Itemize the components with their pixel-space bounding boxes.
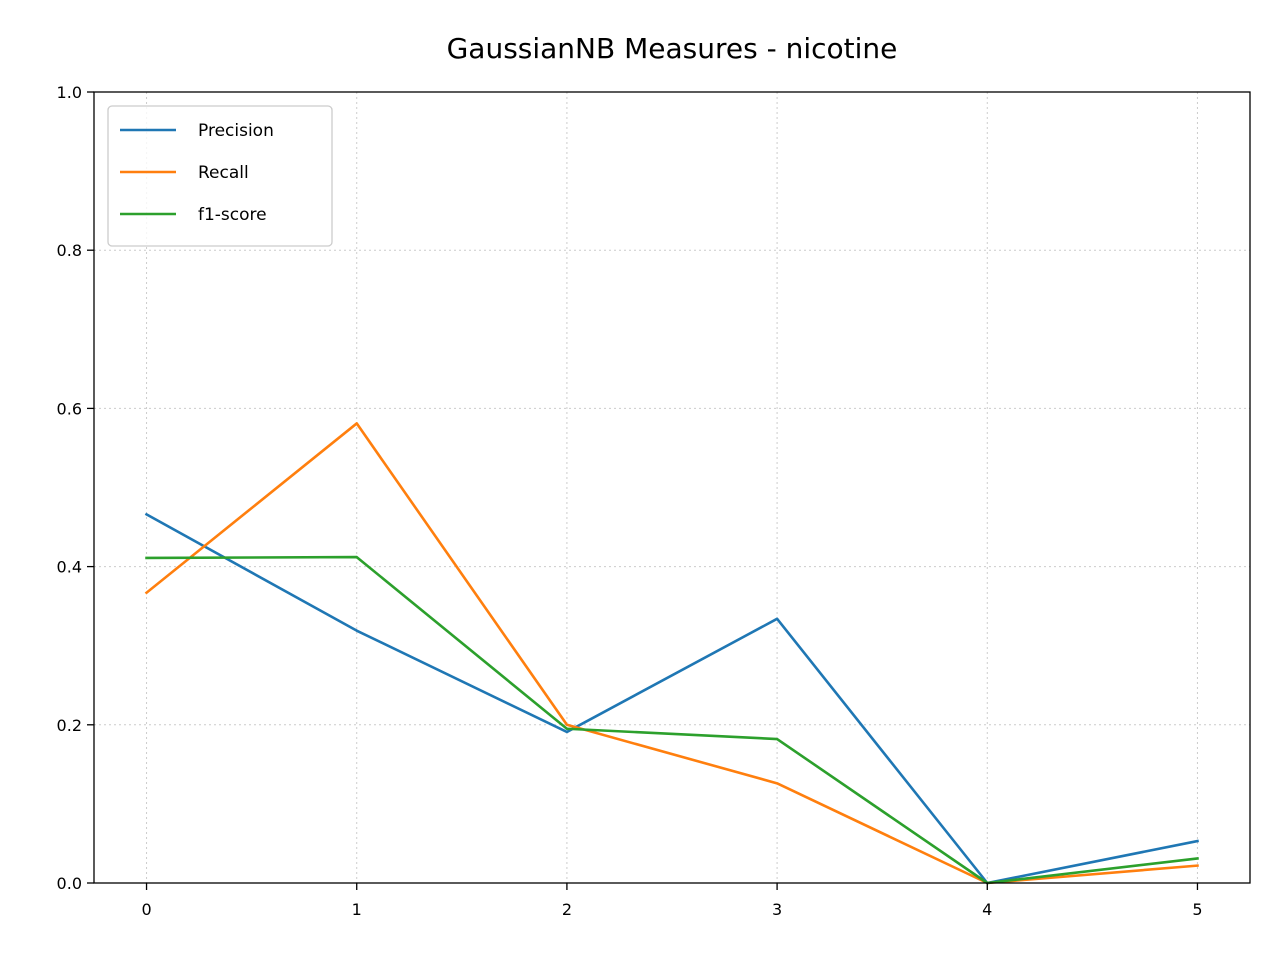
series-line-precision [144, 512, 1199, 885]
legend: Precision Recall f1-score [107, 105, 333, 247]
x-tick-label: 5 [1192, 900, 1202, 919]
legend-label: Precision [198, 121, 274, 141]
plot-frame [93, 91, 1251, 884]
legend-box [107, 105, 333, 247]
y-tick-label: 0.8 [57, 241, 82, 260]
y-tick-label: 0.0 [57, 874, 82, 893]
y-axis: 0.0 0.2 0.4 0.6 0.8 1.0 [57, 83, 94, 893]
x-tick-label: 0 [141, 900, 151, 919]
series-line-recall [144, 422, 1199, 885]
y-tick-label: 0.6 [57, 399, 82, 418]
x-tick-label: 2 [562, 900, 572, 919]
x-axis: 0 1 2 3 4 5 [141, 883, 1203, 919]
x-tick-label: 1 [352, 900, 362, 919]
series-line-f1-score [145, 555, 1199, 885]
y-tick-label: 0.4 [57, 558, 82, 577]
chart-title: GaussianNB Measures - nicotine [447, 32, 898, 65]
legend-label: f1-score [198, 205, 267, 225]
series-lines [144, 422, 1199, 885]
y-tick-label: 1.0 [57, 83, 82, 102]
x-tick-label: 3 [772, 900, 782, 919]
x-tick-label: 4 [982, 900, 992, 919]
grid-lines [94, 91, 1250, 884]
y-tick-label: 0.2 [57, 716, 82, 735]
legend-label: Recall [198, 163, 249, 183]
